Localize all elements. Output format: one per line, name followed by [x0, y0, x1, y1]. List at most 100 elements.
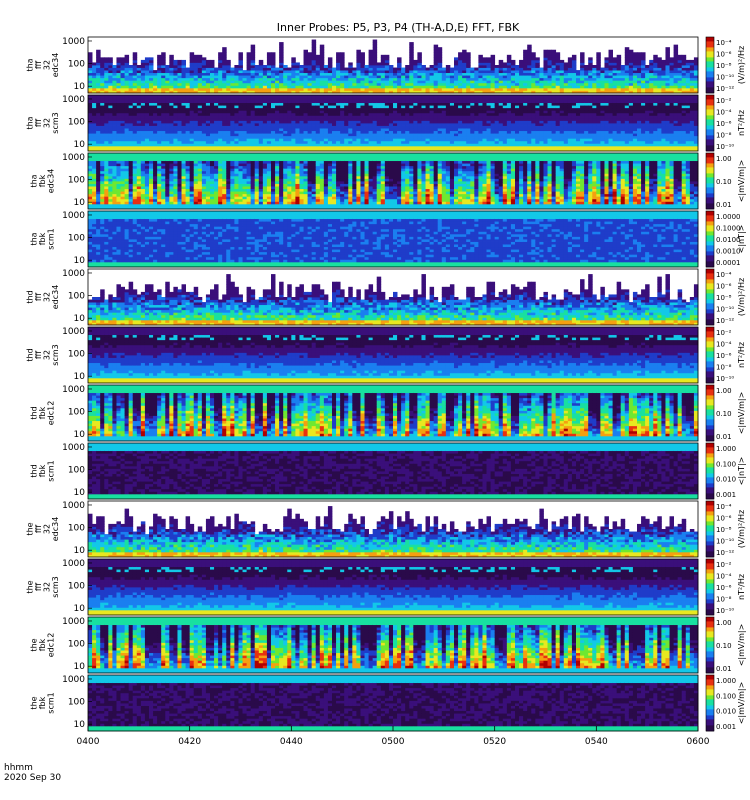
heatmap-cell	[112, 75, 116, 78]
heatmap-cell	[210, 62, 214, 65]
heatmap-cell	[182, 73, 186, 76]
heatmap-cell	[96, 62, 100, 65]
heatmap-cell	[332, 70, 336, 73]
heatmap-cell	[316, 57, 320, 60]
heatmap-cell	[373, 60, 377, 63]
heatmap-cell	[336, 55, 340, 58]
heatmap-cell	[470, 88, 474, 91]
heatmap-cell	[336, 85, 340, 88]
heatmap-cell	[186, 70, 190, 73]
heatmap-cell	[393, 85, 397, 88]
heatmap-cell	[312, 60, 316, 63]
heatmap-cell	[417, 80, 421, 83]
heatmap-cell	[100, 65, 104, 68]
heatmap-cell	[153, 88, 157, 91]
heatmap-cell	[365, 88, 369, 91]
heatmap-cell	[377, 83, 381, 86]
heatmap-cell	[356, 73, 360, 76]
heatmap-cell	[389, 78, 393, 81]
heatmap-cell	[291, 85, 295, 88]
heatmap-cell	[316, 62, 320, 65]
heatmap-cell	[104, 65, 108, 68]
heatmap-cell	[271, 65, 275, 68]
heatmap-cell	[149, 68, 153, 71]
heatmap-cell	[320, 70, 324, 73]
heatmap-cell	[165, 65, 169, 68]
heatmap-cell	[129, 85, 133, 88]
heatmap-cell	[161, 80, 165, 83]
heatmap-cell	[369, 57, 373, 60]
heatmap-cell	[121, 75, 125, 78]
heatmap-cell	[381, 57, 385, 60]
heatmap-cell	[271, 55, 275, 58]
heatmap-cell	[177, 65, 181, 68]
heatmap-cell	[381, 85, 385, 88]
heatmap-cell	[462, 62, 466, 65]
heatmap-cell	[478, 73, 482, 76]
heatmap-cell	[373, 62, 377, 65]
heatmap-cell	[401, 85, 405, 88]
heatmap-cell	[291, 65, 295, 68]
heatmap-cell	[336, 70, 340, 73]
heatmap-cell	[381, 78, 385, 81]
heatmap-cell	[267, 65, 271, 68]
heatmap-cell	[466, 52, 470, 55]
heatmap-cell	[304, 65, 308, 68]
heatmap-cell	[356, 88, 360, 91]
heatmap-cell	[279, 55, 283, 58]
heatmap-cell	[100, 75, 104, 78]
heatmap-cell	[161, 85, 165, 88]
heatmap-cell	[271, 70, 275, 73]
heatmap-cell	[121, 65, 125, 68]
heatmap-cell	[108, 80, 112, 83]
heatmap-cell	[454, 83, 458, 86]
heatmap-cell	[340, 73, 344, 76]
heatmap-cell	[279, 60, 283, 63]
heatmap-cell	[295, 62, 299, 65]
heatmap-cell	[88, 75, 92, 78]
heatmap-cell	[226, 88, 230, 91]
heatmap-cell	[299, 88, 303, 91]
heatmap-cell	[413, 68, 417, 71]
heatmap-cell	[157, 83, 161, 86]
heatmap-cell	[133, 80, 137, 83]
heatmap-cell	[369, 52, 373, 55]
heatmap-cell	[190, 57, 194, 60]
heatmap-cell	[206, 83, 210, 86]
heatmap-cell	[238, 55, 242, 58]
heatmap-cell	[421, 65, 425, 68]
heatmap-cell	[336, 62, 340, 65]
heatmap-cell	[324, 70, 328, 73]
heatmap-cell	[409, 68, 413, 71]
heatmap-cell	[129, 78, 133, 81]
heatmap-cell	[365, 75, 369, 78]
heatmap-cell	[308, 73, 312, 76]
heatmap-cell	[344, 78, 348, 81]
heatmap-cell	[434, 88, 438, 91]
heatmap-cell	[308, 78, 312, 81]
heatmap-cell	[401, 75, 405, 78]
heatmap-cell	[340, 62, 344, 65]
heatmap-cell	[251, 88, 255, 91]
heatmap-cell	[385, 75, 389, 78]
heatmap-cell	[446, 88, 450, 91]
heatmap-cell	[169, 60, 173, 63]
heatmap-cell	[88, 70, 92, 73]
heatmap-cell	[234, 70, 238, 73]
heatmap-cell	[295, 73, 299, 76]
heatmap-cell	[121, 62, 125, 65]
heatmap-cell	[356, 50, 360, 53]
heatmap-cell	[320, 73, 324, 76]
heatmap-cell	[356, 78, 360, 81]
heatmap-cell	[145, 62, 149, 65]
heatmap-cell	[352, 68, 356, 71]
heatmap-cell	[194, 83, 198, 86]
heatmap-cell	[373, 42, 377, 45]
heatmap-cell	[328, 78, 332, 81]
heatmap-cell	[320, 47, 324, 50]
heatmap-cell	[267, 85, 271, 88]
heatmap-cell	[173, 83, 177, 86]
heatmap-cell	[336, 78, 340, 81]
heatmap-cell	[434, 83, 438, 86]
heatmap-cell	[438, 75, 442, 78]
